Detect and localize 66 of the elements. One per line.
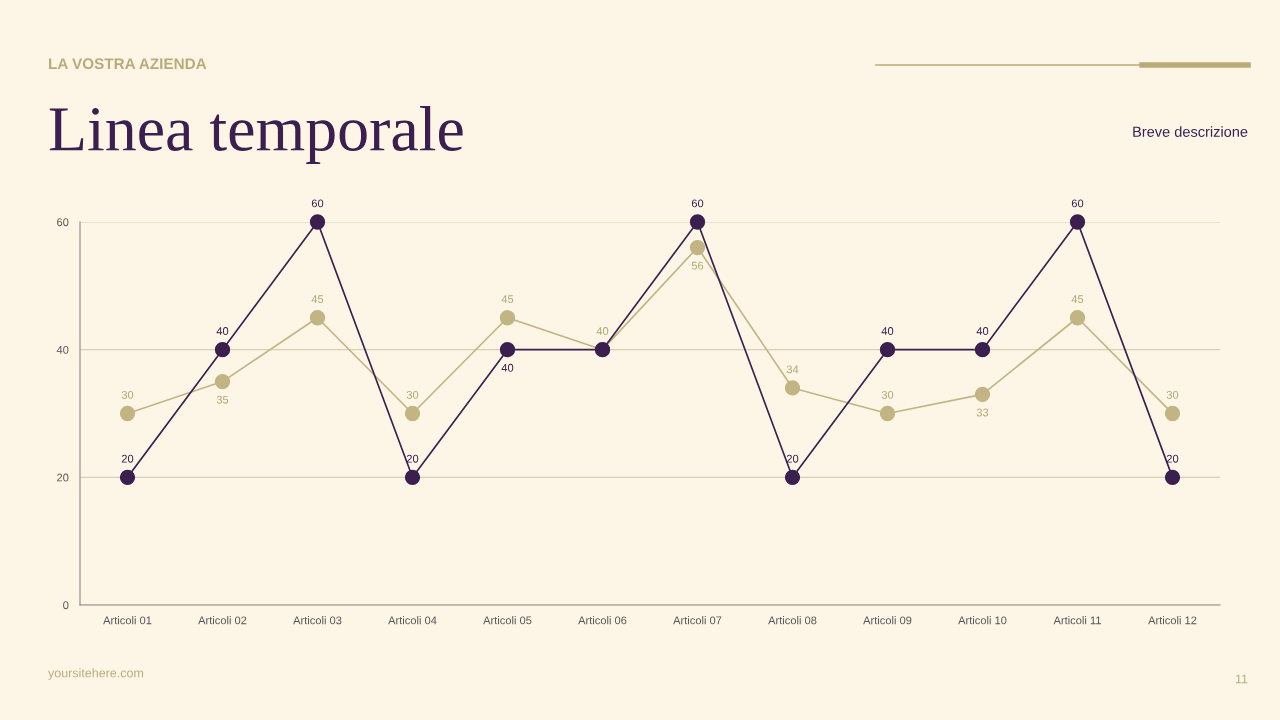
x-tick-label: Articoli 09 bbox=[863, 616, 912, 625]
point bbox=[1069, 310, 1086, 326]
x-tick-label: Articoli 01 bbox=[103, 616, 152, 625]
data-label: 34 bbox=[786, 365, 799, 374]
x-tick-label: Articoli 08 bbox=[768, 616, 817, 625]
data-label: 45 bbox=[1071, 295, 1084, 304]
data-label: 35 bbox=[216, 395, 229, 404]
data-label: 45 bbox=[311, 295, 324, 304]
y-tick-label: 20 bbox=[57, 473, 69, 482]
x-tick-label: Articoli 05 bbox=[483, 616, 532, 625]
data-label: 30 bbox=[121, 390, 134, 399]
x-tick-label: Articoli 03 bbox=[293, 616, 342, 625]
y-tick-label: 40 bbox=[56, 345, 69, 354]
data-label: 30 bbox=[881, 390, 894, 399]
data-label: 20 bbox=[406, 454, 419, 463]
data-label: 60 bbox=[691, 199, 704, 208]
point bbox=[309, 214, 326, 230]
text: 11 bbox=[1235, 674, 1248, 684]
point bbox=[214, 373, 231, 390]
data-label: 20 bbox=[786, 454, 799, 463]
point bbox=[879, 405, 896, 422]
x-tick-label: Articoli 06 bbox=[578, 616, 627, 625]
point bbox=[1164, 405, 1181, 422]
point bbox=[1164, 469, 1181, 485]
point bbox=[119, 469, 136, 485]
x-tick-label: Articoli 10 bbox=[958, 616, 1007, 625]
point bbox=[499, 310, 516, 326]
data-label: 40 bbox=[216, 327, 229, 335]
data-label: 20 bbox=[121, 454, 134, 463]
y-tick-label: 60 bbox=[57, 218, 69, 227]
x-tick-label: Articoli 11 bbox=[1053, 616, 1101, 625]
data-label: 56 bbox=[691, 261, 704, 270]
point bbox=[974, 342, 991, 358]
point bbox=[309, 310, 326, 326]
data-label: 40 bbox=[596, 327, 609, 335]
x-tick-label: Articoli 04 bbox=[388, 616, 437, 625]
chart-subtitle: Breve descrizione bbox=[1133, 126, 1248, 137]
point bbox=[879, 342, 896, 358]
data-label: 33 bbox=[976, 408, 989, 417]
point bbox=[689, 214, 706, 230]
data-label: 30 bbox=[406, 390, 419, 399]
data-label: 45 bbox=[501, 295, 514, 304]
data-label: 30 bbox=[1166, 390, 1179, 399]
data-label: 40 bbox=[501, 363, 514, 372]
text: LA VOSTRA AZIENDA bbox=[49, 58, 207, 70]
data-label: 40 bbox=[881, 327, 894, 335]
point bbox=[784, 469, 801, 485]
point bbox=[974, 386, 991, 402]
point bbox=[404, 405, 421, 422]
point bbox=[499, 342, 516, 358]
point bbox=[1069, 214, 1086, 230]
data-label: 20 bbox=[1166, 454, 1179, 463]
point bbox=[689, 239, 706, 256]
point bbox=[784, 380, 801, 396]
point bbox=[404, 469, 421, 485]
data-label: 40 bbox=[976, 327, 989, 335]
point bbox=[119, 405, 136, 422]
data-label: 60 bbox=[1071, 199, 1084, 208]
y-tick-label: 0 bbox=[63, 601, 69, 610]
x-tick-label: Articoli 02 bbox=[198, 616, 247, 625]
text: yoursitehere.com bbox=[48, 668, 144, 680]
x-tick-label: Articoli 12 bbox=[1148, 616, 1197, 625]
chart-title: Linea temporale bbox=[49, 106, 463, 164]
data-label: 60 bbox=[311, 199, 324, 208]
x-tick-label: Articoli 07 bbox=[673, 616, 722, 625]
point bbox=[214, 342, 231, 358]
